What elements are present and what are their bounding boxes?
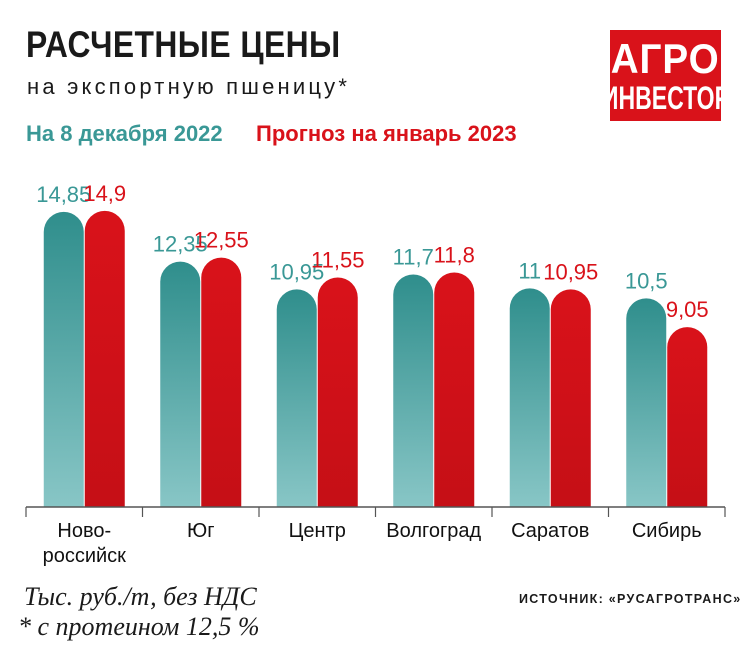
protein-footnote: * с протеином 12,5 %	[18, 612, 260, 641]
bar-value-label-0-5: 10,5	[625, 268, 668, 293]
bar-dec-2022-3	[393, 274, 434, 507]
bar-value-label-1-0: 14,9	[83, 181, 126, 206]
bar-value-label-1-5: 9,05	[666, 297, 709, 322]
bar-value-label-1-2: 11,55	[311, 247, 364, 272]
logo-line-1: АГРО	[611, 34, 720, 82]
bar-jan-2023-4	[550, 289, 591, 507]
bar-jan-2023-5	[667, 327, 708, 507]
bar-dec-2022-2	[276, 289, 317, 507]
category-label-0: Ново-российск	[43, 520, 127, 567]
category-label-3: Волгоград	[386, 520, 481, 542]
bar-jan-2023-1	[201, 257, 242, 507]
category-label-1: Юг	[187, 520, 215, 542]
bar-value-label-0-4: 11	[518, 258, 541, 283]
bar-dec-2022-0	[43, 211, 84, 507]
bar-dec-2022-5	[626, 298, 667, 507]
bar-jan-2023-2	[317, 277, 358, 507]
unit-note: Тыс. руб./т, без НДС	[24, 582, 257, 611]
bar-value-label-0-2: 10,95	[269, 259, 324, 284]
chart-subtitle: на экспортную пшеницу*	[27, 74, 351, 99]
bar-jan-2023-0	[84, 210, 125, 507]
source-note: ИСТОЧНИК: «РУСАГРОТРАНС»	[519, 592, 742, 606]
category-label-2: Центр	[289, 520, 346, 542]
bar-jan-2023-3	[434, 272, 475, 507]
category-label-4: Саратов	[511, 520, 589, 542]
logo-line-2: ИНВЕСТОР	[601, 79, 730, 116]
agroinvestor-logo: АГРО ИНВЕСТОР	[601, 30, 730, 121]
legend-series-1: На 8 декабря 2022	[26, 121, 223, 146]
bar-value-label-0-3: 11,7	[393, 245, 434, 270]
bar-value-label-1-4: 10,95	[543, 259, 598, 284]
category-label-5: Сибирь	[632, 520, 702, 542]
bar-value-label-0-1: 12,35	[153, 232, 208, 257]
bar-value-label-1-3: 11,8	[434, 243, 475, 268]
bar-value-label-0-0: 14,85	[36, 182, 91, 207]
bar-value-label-1-1: 12,55	[194, 228, 249, 253]
chart-title: РАСЧЕТНЫЕ ЦЕНЫ	[26, 24, 341, 65]
bar-dec-2022-4	[509, 288, 550, 507]
legend-series-2: Прогноз на январь 2023	[256, 121, 517, 146]
bar-dec-2022-1	[160, 261, 201, 507]
